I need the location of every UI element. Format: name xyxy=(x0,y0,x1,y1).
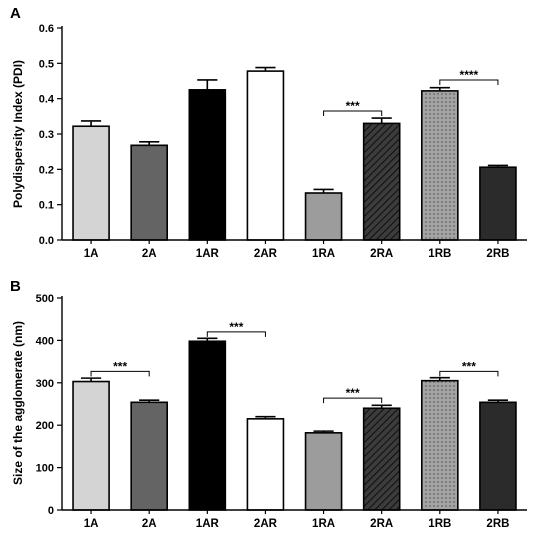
bracket-line xyxy=(323,397,383,404)
significance-bracket: *** xyxy=(439,359,499,377)
panel-label: B xyxy=(10,278,21,295)
significance-bracket: *** xyxy=(206,320,266,337)
bar-2RB xyxy=(479,166,517,241)
panel-b: B Size of the agglomerate (nm) 0 100 200 30… xyxy=(10,278,527,530)
y-tick-label: 0.3 xyxy=(39,129,54,141)
x-tick-label: 2A xyxy=(142,518,157,530)
x-tick-label: 1AR xyxy=(196,518,220,530)
bar-2RA xyxy=(362,407,401,511)
bracket-line xyxy=(439,79,499,85)
panel-a: A Polydispersity Index (PDI) 0.0 0.1 0.2 0.… xyxy=(10,5,527,260)
bar-2RA xyxy=(362,122,401,241)
bracket-line xyxy=(90,370,150,377)
x-tick-label: 1RB xyxy=(428,518,451,530)
significance-label: **** xyxy=(460,68,479,82)
bar-1RA xyxy=(304,192,343,241)
y-tick-label: 0.4 xyxy=(39,94,55,106)
bar-1AR xyxy=(188,89,227,241)
bracket-line xyxy=(323,110,383,117)
bar-1AR xyxy=(188,340,227,511)
y-tick-label: 500 xyxy=(36,293,54,305)
significance-bracket: *** xyxy=(323,386,383,404)
x-tick-label: 2RB xyxy=(486,248,509,260)
y-tick-label: 0.0 xyxy=(39,235,54,247)
y-tick-label: 0.2 xyxy=(39,164,54,176)
x-tick-label: 2A xyxy=(142,248,157,260)
significance-label: *** xyxy=(346,386,360,400)
bar-2AR xyxy=(246,70,285,241)
significance-bracket: **** xyxy=(439,68,499,85)
bar-1RA xyxy=(304,432,343,511)
panel-label: A xyxy=(10,5,21,22)
y-tick-label: 200 xyxy=(36,420,54,432)
x-tick-label: 1A xyxy=(84,518,99,530)
y-axis-label: Polydispersity Index (PDI) xyxy=(11,60,25,208)
x-tick-label: 1A xyxy=(84,248,99,260)
significance-label: *** xyxy=(229,320,243,334)
significance-label: *** xyxy=(346,99,360,113)
y-axis-label: Size of the agglomerate (nm) xyxy=(11,321,25,485)
bar-1RB xyxy=(420,90,459,241)
significance-bracket: *** xyxy=(323,99,383,117)
x-tick-label: 1RA xyxy=(312,248,335,260)
bar-1A xyxy=(72,380,110,511)
x-tick-label: 2AR xyxy=(254,518,278,530)
bracket-line xyxy=(206,331,266,337)
bar-2AR xyxy=(246,418,285,511)
bar-2A xyxy=(130,401,169,511)
significance-label: *** xyxy=(113,359,127,373)
significance-bracket: *** xyxy=(90,359,150,377)
y-tick-label: 0.1 xyxy=(39,200,54,212)
bar-1A xyxy=(72,125,110,241)
bracket-line xyxy=(439,370,499,377)
y-tick-label: 100 xyxy=(36,463,54,475)
y-tick-label: 0 xyxy=(48,505,54,517)
significance-label: *** xyxy=(462,359,476,373)
x-tick-label: 2RA xyxy=(370,518,393,530)
x-tick-label: 2RA xyxy=(370,248,393,260)
y-tick-label: 300 xyxy=(36,378,54,390)
x-tick-label: 2AR xyxy=(254,248,278,260)
y-tick-label: 400 xyxy=(36,335,54,347)
x-tick-label: 1RA xyxy=(312,518,335,530)
y-tick-label: 0.5 xyxy=(39,58,54,70)
bar-2A xyxy=(130,144,169,241)
x-tick-label: 1RB xyxy=(428,248,451,260)
x-tick-label: 1AR xyxy=(196,248,220,260)
bar-2RB xyxy=(479,401,517,511)
x-tick-label: 2RB xyxy=(486,518,509,530)
y-tick-label: 0.6 xyxy=(39,23,54,35)
bar-1RB xyxy=(420,379,459,511)
